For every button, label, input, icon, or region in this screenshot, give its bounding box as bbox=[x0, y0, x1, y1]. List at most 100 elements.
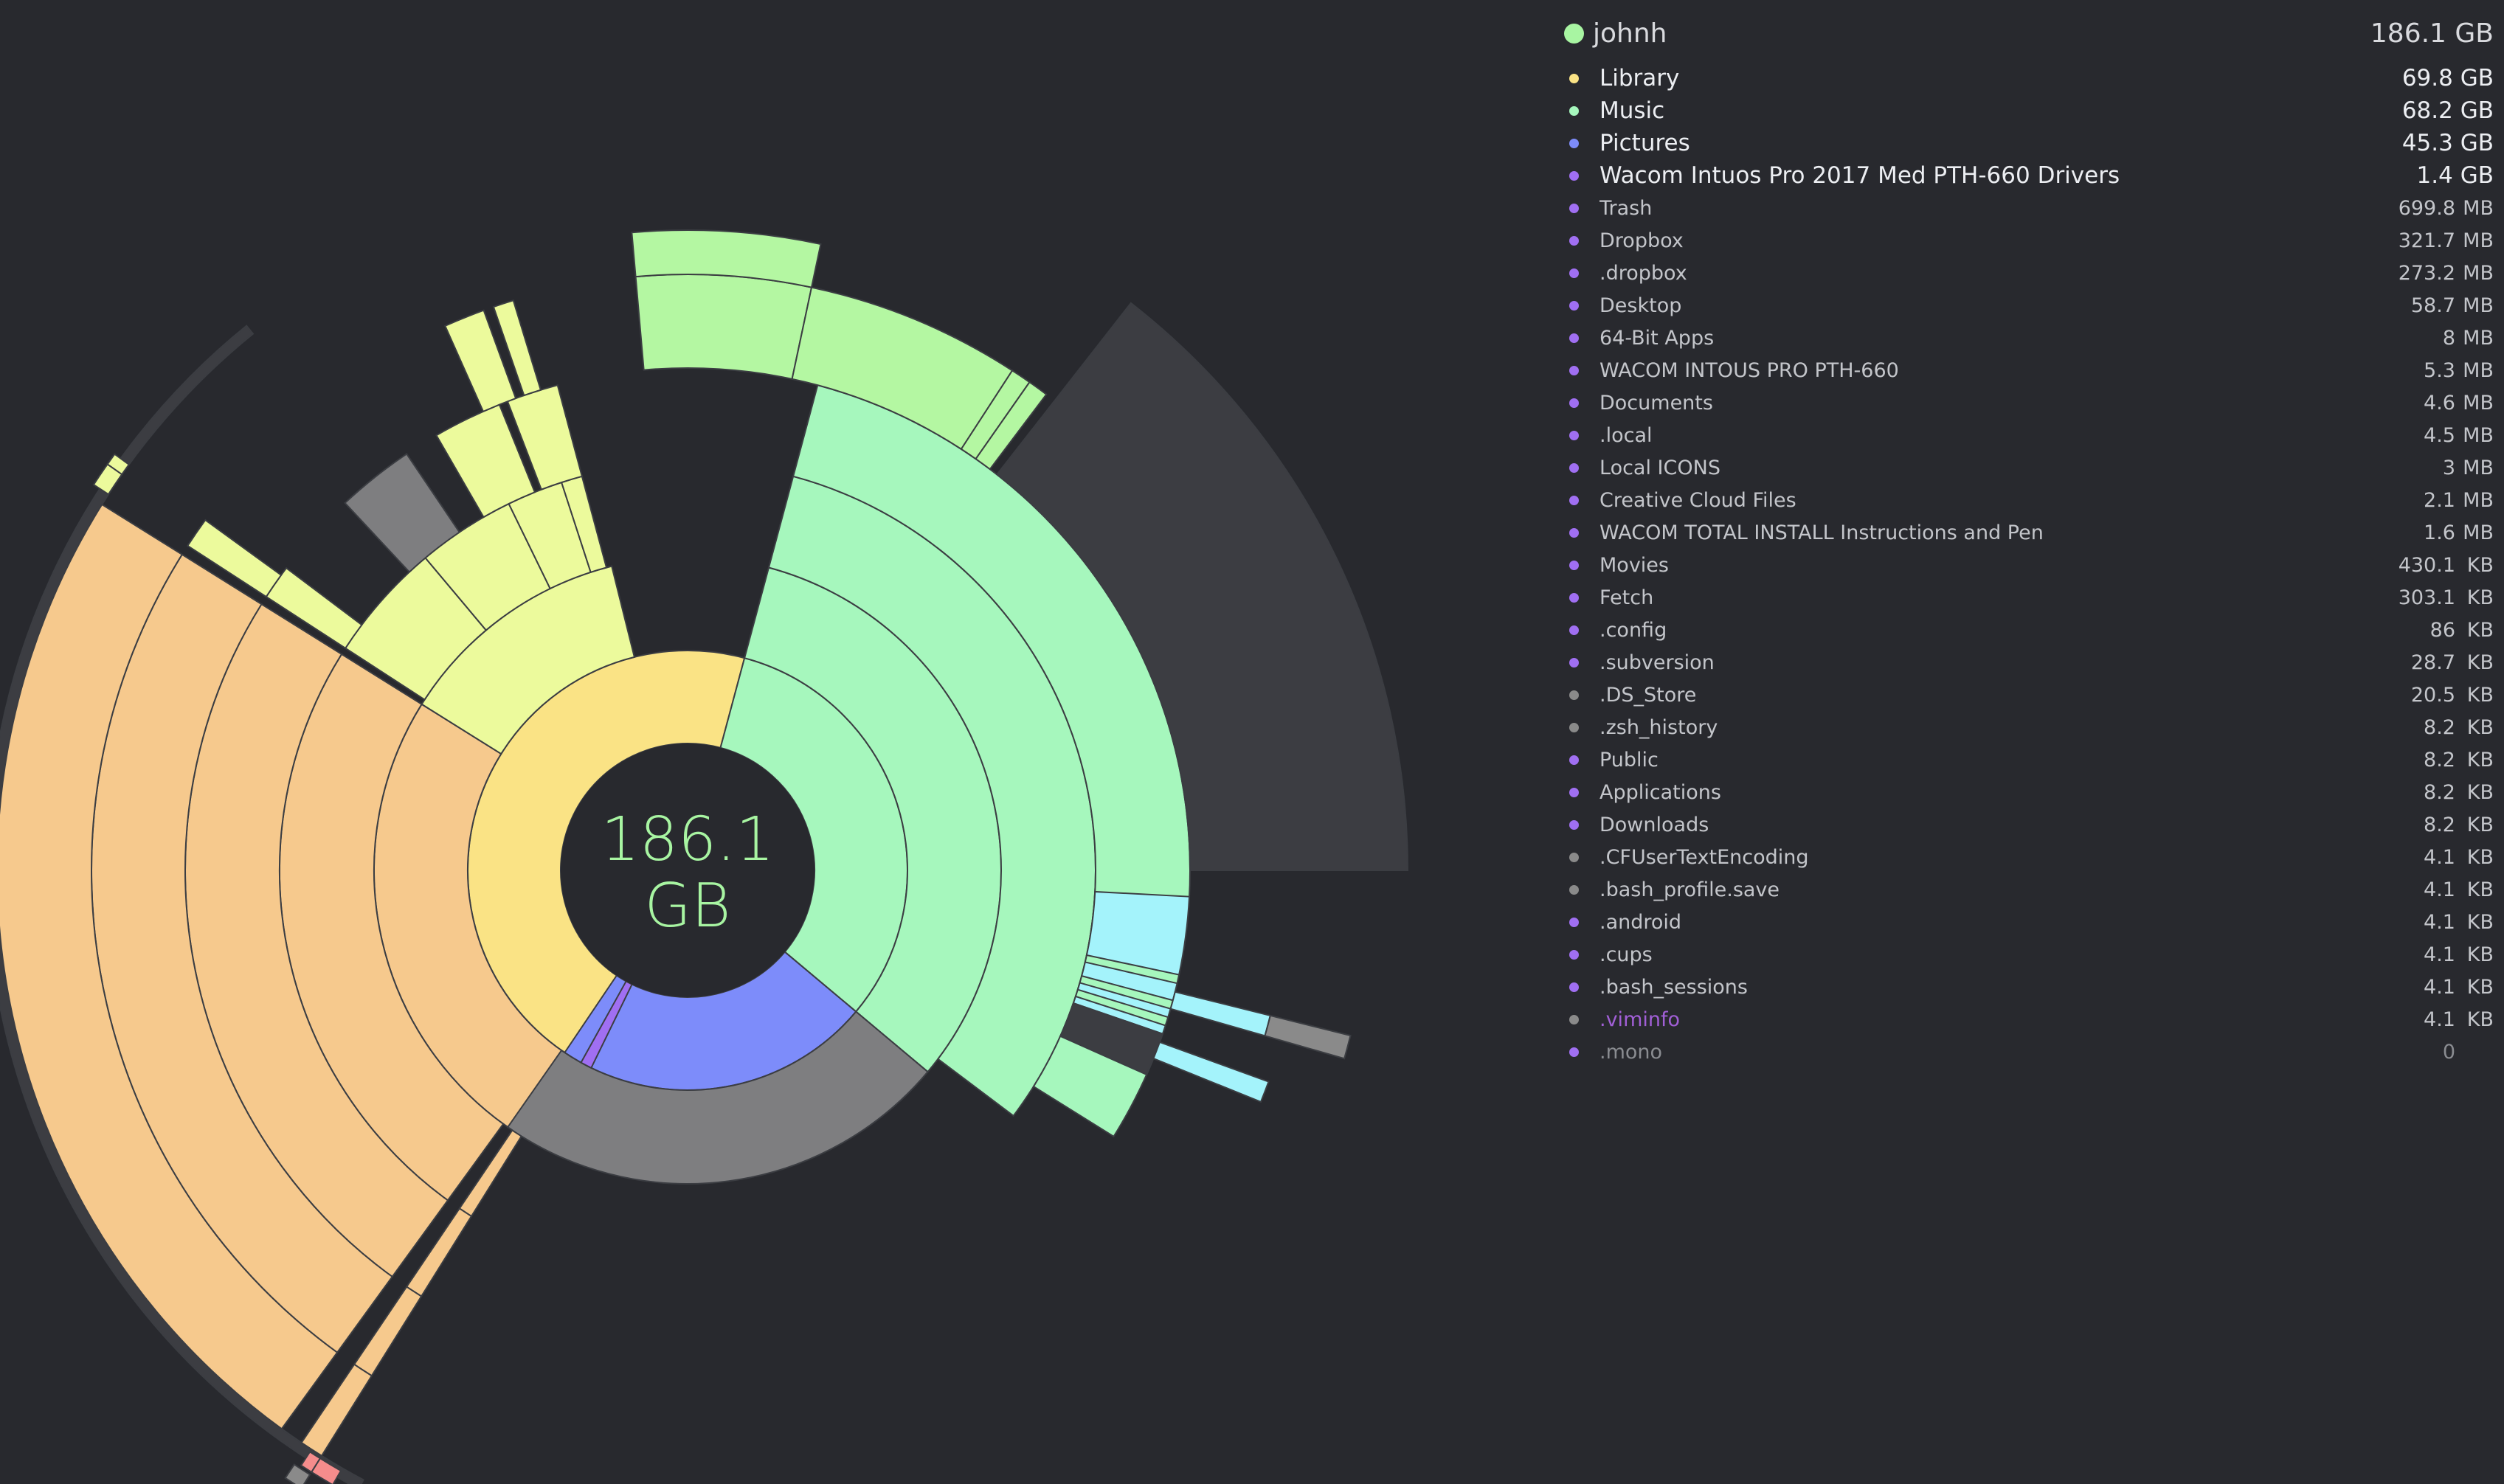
root-folder-row[interactable]: johnh 186.1 GB bbox=[1557, 10, 2494, 56]
item-size-unit: KB bbox=[2466, 813, 2494, 836]
item-size-value: 68.2 GB bbox=[2401, 97, 2494, 124]
file-list-item[interactable]: .dropbox 273.2 MB bbox=[1557, 257, 2494, 289]
library-dir-segment[interactable] bbox=[435, 403, 536, 519]
file-list-item[interactable]: .android 4.1 KB bbox=[1557, 906, 2494, 938]
library-cache-segment[interactable] bbox=[344, 453, 461, 573]
file-list-item[interactable]: Applications 8.2 KB bbox=[1557, 776, 2494, 808]
file-list-item[interactable]: Wacom Intuos Pro 2017 Med PTH-660 Driver… bbox=[1557, 159, 2494, 192]
sunburst-chart[interactable]: 186.1 GB bbox=[0, 0, 1476, 1484]
item-size: 4.1 KB bbox=[2374, 1008, 2494, 1031]
item-size-unit: KB bbox=[2466, 651, 2494, 674]
cyan-segment[interactable] bbox=[1152, 1041, 1270, 1103]
item-size-number: 20.5 bbox=[2410, 683, 2455, 707]
item-name: .dropbox bbox=[1599, 261, 1687, 285]
file-list-item[interactable]: .bash_sessions 4.1 KB bbox=[1557, 971, 2494, 1003]
file-list-item[interactable]: Music 68.2 GB bbox=[1557, 94, 2494, 127]
item-name: Applications bbox=[1599, 780, 1721, 804]
file-list-item[interactable]: .mono 0 bbox=[1557, 1036, 2494, 1068]
item-color-dot bbox=[1569, 690, 1579, 700]
cyan-segment[interactable] bbox=[1169, 991, 1272, 1037]
item-size: 1.4 GB bbox=[2417, 162, 2494, 189]
file-list-item[interactable]: .bash_profile.save 4.1 KB bbox=[1557, 873, 2494, 906]
item-size-unit: MB bbox=[2463, 358, 2494, 382]
file-list-item[interactable]: 64-Bit Apps 8 MB bbox=[1557, 322, 2494, 354]
item-size-unit: MB bbox=[2463, 326, 2494, 350]
item-name: .zsh_history bbox=[1599, 715, 1718, 739]
item-size-unit: KB bbox=[2466, 618, 2494, 642]
file-list-item[interactable]: .CFUserTextEncoding 4.1 KB bbox=[1557, 841, 2494, 873]
music-item-segment[interactable] bbox=[975, 381, 1048, 471]
file-list-item[interactable]: Pictures 45.3 GB bbox=[1557, 127, 2494, 159]
item-color-dot bbox=[1569, 1014, 1579, 1024]
item-color-dot bbox=[1569, 1047, 1579, 1057]
library-gray-segment[interactable] bbox=[284, 1463, 311, 1484]
file-list-item[interactable]: Desktop 58.7 MB bbox=[1557, 289, 2494, 322]
library-dir-segment[interactable] bbox=[492, 299, 542, 397]
library-red-segment[interactable] bbox=[300, 1450, 322, 1474]
file-list-item[interactable]: .local 4.5 MB bbox=[1557, 419, 2494, 451]
music-shadow-segment[interactable] bbox=[995, 302, 1409, 871]
cyan-segment[interactable] bbox=[1085, 890, 1191, 976]
cyan-segment[interactable] bbox=[1076, 982, 1172, 1019]
music-item-segment[interactable] bbox=[634, 274, 813, 381]
item-size-number: 4.1 bbox=[2424, 1008, 2455, 1031]
item-color-dot bbox=[1569, 722, 1579, 732]
gap-shadow[interactable] bbox=[280, 1123, 513, 1444]
file-list-item[interactable]: .config 86 KB bbox=[1557, 614, 2494, 646]
item-name: Library bbox=[1599, 65, 1680, 91]
item-color-dot bbox=[1569, 755, 1579, 765]
file-list-item[interactable]: Downloads 8.2 KB bbox=[1557, 808, 2494, 841]
item-size: 303.1 KB bbox=[2374, 586, 2494, 609]
library-dir-segment[interactable] bbox=[106, 453, 131, 476]
item-size-number: 4.1 bbox=[2424, 845, 2455, 869]
cyan-segment[interactable] bbox=[1264, 1014, 1352, 1060]
library-dir-segment[interactable] bbox=[186, 519, 283, 598]
root-folder-name: johnh bbox=[1593, 18, 1667, 49]
item-size: 86 KB bbox=[2374, 619, 2494, 642]
file-list-item[interactable]: .cups 4.1 KB bbox=[1557, 938, 2494, 971]
file-list-item[interactable]: Local ICONS 3 MB bbox=[1557, 451, 2494, 484]
file-list-item[interactable]: Library 69.8 GB bbox=[1557, 62, 2494, 94]
item-name: .android bbox=[1599, 910, 1682, 934]
sunburst-segments[interactable] bbox=[0, 229, 1409, 1484]
item-color-dot bbox=[1569, 917, 1579, 927]
item-size: 8.2 KB bbox=[2374, 749, 2494, 772]
library-subfolder-segment[interactable] bbox=[0, 503, 373, 1457]
item-size-number: 2.1 bbox=[2424, 488, 2455, 512]
file-list-item[interactable]: Fetch 303.1 KB bbox=[1557, 581, 2494, 614]
pictures-outer-segment[interactable] bbox=[506, 1010, 929, 1185]
item-color-dot bbox=[1569, 398, 1579, 408]
item-color-dot bbox=[1569, 852, 1579, 862]
file-list-item[interactable]: .zsh_history 8.2 KB bbox=[1557, 711, 2494, 743]
item-size: 8 MB bbox=[2374, 327, 2494, 350]
item-color-dot bbox=[1569, 365, 1579, 375]
item-size-number: 273.2 bbox=[2398, 261, 2455, 285]
item-color-dot bbox=[1569, 560, 1579, 570]
item-name: .CFUserTextEncoding bbox=[1599, 845, 1809, 869]
file-list-item[interactable]: Documents 4.6 MB bbox=[1557, 386, 2494, 419]
item-color-dot bbox=[1569, 625, 1579, 635]
item-size: 69.8 GB bbox=[2402, 65, 2494, 91]
center-disc[interactable] bbox=[561, 743, 815, 997]
library-dir-segment[interactable] bbox=[444, 309, 517, 413]
file-list-item[interactable]: .DS_Store 20.5 KB bbox=[1557, 679, 2494, 711]
file-list-item[interactable]: WACOM TOTAL INSTALL Instructions and Pen… bbox=[1557, 516, 2494, 549]
file-list-item[interactable]: .viminfo 4.1 KB bbox=[1557, 1003, 2494, 1036]
file-list-item[interactable]: Movies 430.1 KB bbox=[1557, 549, 2494, 581]
file-list-item[interactable]: Trash 699.8 MB bbox=[1557, 192, 2494, 224]
item-size-number: 5.3 bbox=[2424, 358, 2455, 382]
file-list-item[interactable]: Public 8.2 KB bbox=[1557, 743, 2494, 776]
item-name: Fetch bbox=[1599, 586, 1654, 609]
file-list-item[interactable]: Dropbox 321.7 MB bbox=[1557, 224, 2494, 257]
file-list-item[interactable]: WACOM INTOUS PRO PTH-660 5.3 MB bbox=[1557, 354, 2494, 386]
item-color-dot bbox=[1569, 170, 1579, 181]
cyan-segment[interactable] bbox=[1080, 961, 1178, 1002]
item-name: .subversion bbox=[1599, 651, 1715, 674]
root-folder-size: 186.1 GB bbox=[2370, 18, 2494, 49]
item-color-dot bbox=[1569, 430, 1579, 440]
item-name: WACOM TOTAL INSTALL Instructions and Pen bbox=[1599, 521, 2044, 544]
item-size-number: 4.6 bbox=[2424, 391, 2455, 415]
file-list-item[interactable]: Creative Cloud Files 2.1 MB bbox=[1557, 484, 2494, 516]
file-list-item[interactable]: .subversion 28.7 KB bbox=[1557, 646, 2494, 679]
sunburst-svg[interactable]: 186.1 GB bbox=[0, 0, 1476, 1484]
